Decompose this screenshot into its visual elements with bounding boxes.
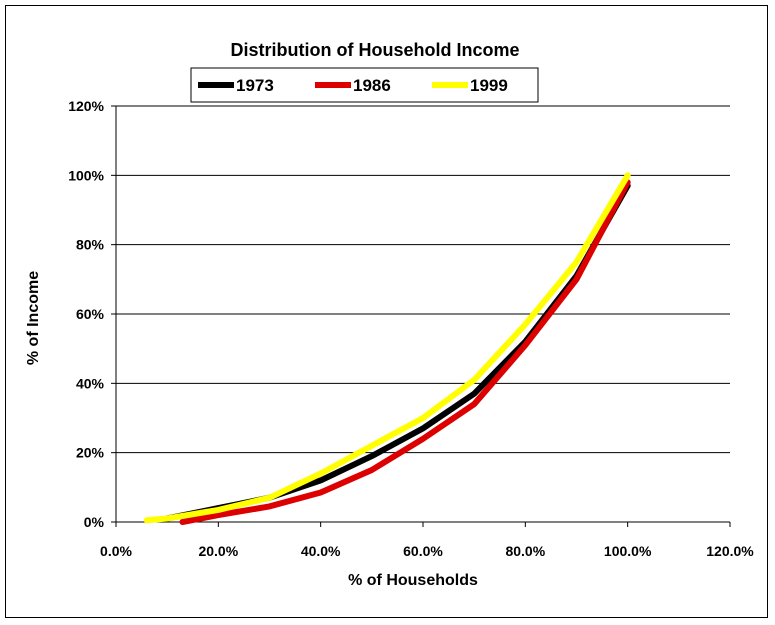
- chart-title: Distribution of Household Income: [231, 40, 520, 60]
- chart-frame: [5, 5, 768, 618]
- x-tick-label: 20.0%: [198, 543, 238, 559]
- y-tick-label: 100%: [68, 167, 104, 183]
- y-tick-label: 120%: [68, 98, 104, 114]
- x-axis-title: % of Households: [348, 572, 478, 589]
- series-line-1986: [179, 179, 631, 525]
- legend-box: [190, 67, 539, 103]
- x-tick-label: 40.0%: [301, 543, 341, 559]
- series-line-1999: [143, 172, 631, 524]
- legend-label-1973: 1973: [236, 76, 274, 95]
- x-tick-label: 120.0%: [706, 543, 754, 559]
- x-tick-label: 80.0%: [505, 543, 545, 559]
- x-tick-label: 100.0%: [604, 543, 652, 559]
- series-lines: [143, 172, 631, 525]
- legend-label-1986: 1986: [353, 76, 391, 95]
- y-tick-label: 20%: [76, 445, 105, 461]
- axes: [111, 105, 731, 527]
- y-tick-label: 40%: [76, 375, 105, 391]
- x-tick-label: 0.0%: [100, 543, 132, 559]
- x-tick-label: 60.0%: [403, 543, 443, 559]
- legend: 1973 1986 1999: [190, 67, 539, 103]
- y-tick-label: 80%: [76, 237, 105, 253]
- series-line-1973: [164, 182, 631, 522]
- gridlines: [116, 105, 730, 454]
- legend-label-1999: 1999: [470, 76, 508, 95]
- tick-labels: 0% 20% 40% 60% 80% 100% 120% 0.0% 20.0% 40.0% 60.0…: [68, 98, 754, 559]
- y-tick-label: 0%: [84, 514, 105, 530]
- y-tick-label: 60%: [76, 306, 105, 322]
- y-axis-title: % of Income: [25, 271, 42, 365]
